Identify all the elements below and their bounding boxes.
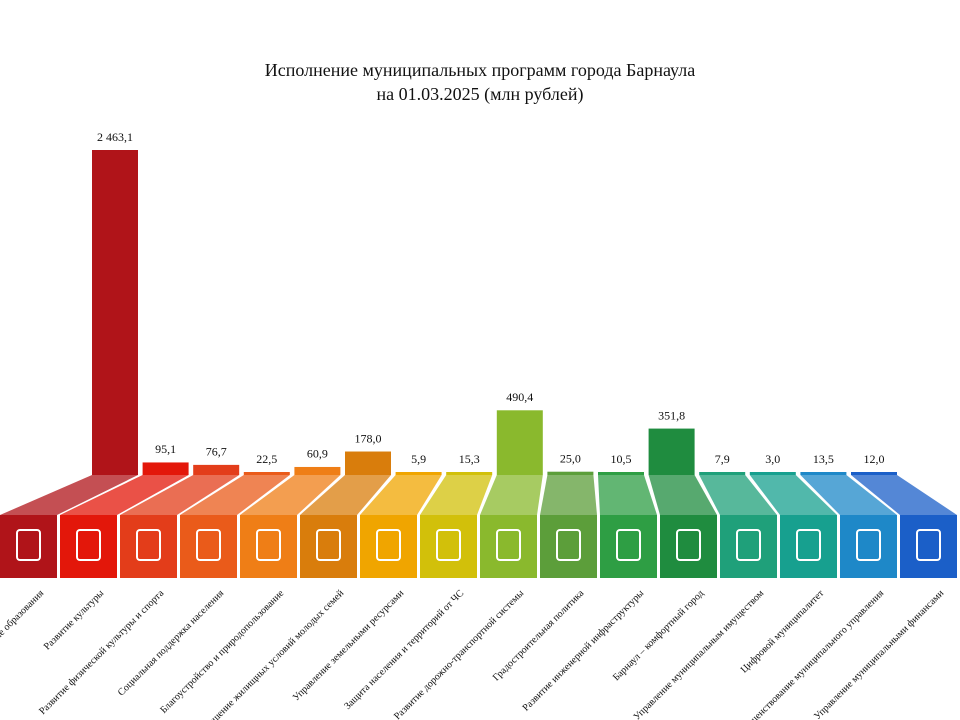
floor-band — [300, 475, 391, 515]
value-label: 7,9 — [715, 452, 730, 466]
floor-band — [598, 475, 657, 515]
tile — [120, 515, 177, 578]
value-label: 10,5 — [611, 452, 632, 466]
tile-icon — [736, 529, 761, 561]
floor-band — [699, 475, 777, 515]
floor-band — [0, 475, 138, 515]
tile-icon — [916, 529, 941, 561]
value-label: 351,8 — [658, 408, 685, 422]
floor-band — [120, 475, 240, 515]
category-label: Развитие инженерной инфраструктуры — [521, 588, 647, 714]
bar — [547, 471, 594, 475]
value-label: 5,9 — [411, 452, 426, 466]
bar — [446, 472, 493, 475]
floor-band — [240, 475, 341, 515]
floor-band — [480, 475, 543, 515]
floor-band — [851, 475, 957, 515]
category-label: Защита населения и территорий от ЧС — [342, 588, 466, 712]
value-label: 15,3 — [459, 452, 480, 466]
tile — [840, 515, 897, 578]
tile — [720, 515, 777, 578]
value-label: 95,1 — [155, 442, 176, 456]
value-label: 13,5 — [813, 452, 834, 466]
bar — [243, 472, 290, 475]
tile — [780, 515, 837, 578]
bar — [496, 410, 543, 475]
tile-icon — [256, 529, 281, 561]
bar — [395, 472, 442, 475]
tile — [360, 515, 417, 578]
value-label: 178,0 — [355, 431, 382, 445]
value-label: 12,0 — [864, 452, 885, 466]
category-label: Благоустройство и природопользование — [158, 588, 286, 716]
value-label: 76,7 — [206, 445, 227, 459]
tile-icon — [856, 529, 881, 561]
tile — [60, 515, 117, 578]
chart-title: Исполнение муниципальных программ города… — [265, 60, 695, 80]
tile — [900, 515, 957, 578]
floor-band — [420, 475, 493, 515]
value-label: 22,5 — [256, 452, 277, 466]
category-label: Управление земельными ресурсами — [291, 588, 407, 704]
floor-band — [360, 475, 442, 515]
tile — [180, 515, 237, 578]
tile — [600, 515, 657, 578]
chart-subtitle: на 01.03.2025 (млн рублей) — [377, 84, 584, 105]
tile-icon — [676, 529, 701, 561]
value-label: 2 463,1 — [97, 130, 133, 144]
category-label: Развитие физической культуры и спорта — [37, 588, 166, 717]
category-label: Развитие культуры — [42, 588, 107, 653]
tile — [540, 515, 597, 578]
tile-icon — [436, 529, 461, 561]
tile-icon — [556, 529, 581, 561]
floor-band — [648, 475, 717, 515]
tile — [480, 515, 537, 578]
value-label: 25,0 — [560, 451, 581, 465]
tile — [240, 515, 297, 578]
bar — [294, 466, 341, 475]
floor-band — [180, 475, 290, 515]
tile-icon — [496, 529, 521, 561]
bar — [598, 472, 644, 475]
floor-band — [540, 475, 597, 515]
bar — [345, 451, 391, 475]
tile-icon — [616, 529, 641, 561]
category-label: Социальная поддержка населения — [116, 588, 227, 699]
tile-icon — [136, 529, 161, 561]
value-label: 60,9 — [307, 447, 328, 461]
tile-icon — [316, 529, 341, 561]
tile-icon — [76, 529, 101, 561]
bar — [92, 150, 138, 475]
tile-icon — [796, 529, 821, 561]
tile — [0, 515, 57, 578]
value-label: 3,0 — [765, 452, 780, 466]
value-label: 490,4 — [506, 390, 533, 404]
tile-icon — [16, 529, 41, 561]
tile-icon — [196, 529, 221, 561]
category-label: Развитие образования — [0, 588, 47, 662]
bar — [800, 472, 847, 475]
category-label: Управление муниципальным имуществом — [632, 587, 767, 720]
tile — [420, 515, 477, 578]
tile — [300, 515, 357, 578]
category-label: Управление муниципальными финансами — [812, 588, 947, 720]
bar — [193, 464, 240, 475]
tile — [660, 515, 717, 578]
bar — [699, 472, 746, 475]
bar — [851, 472, 897, 475]
floor-band — [800, 475, 897, 515]
tile-icon — [376, 529, 401, 561]
category-label: Развитие дорожно-транспортной системы — [392, 588, 526, 720]
bar — [648, 428, 695, 475]
bar — [749, 472, 796, 475]
bar — [142, 462, 189, 475]
floor-band — [60, 475, 189, 515]
floor-band — [749, 475, 837, 515]
